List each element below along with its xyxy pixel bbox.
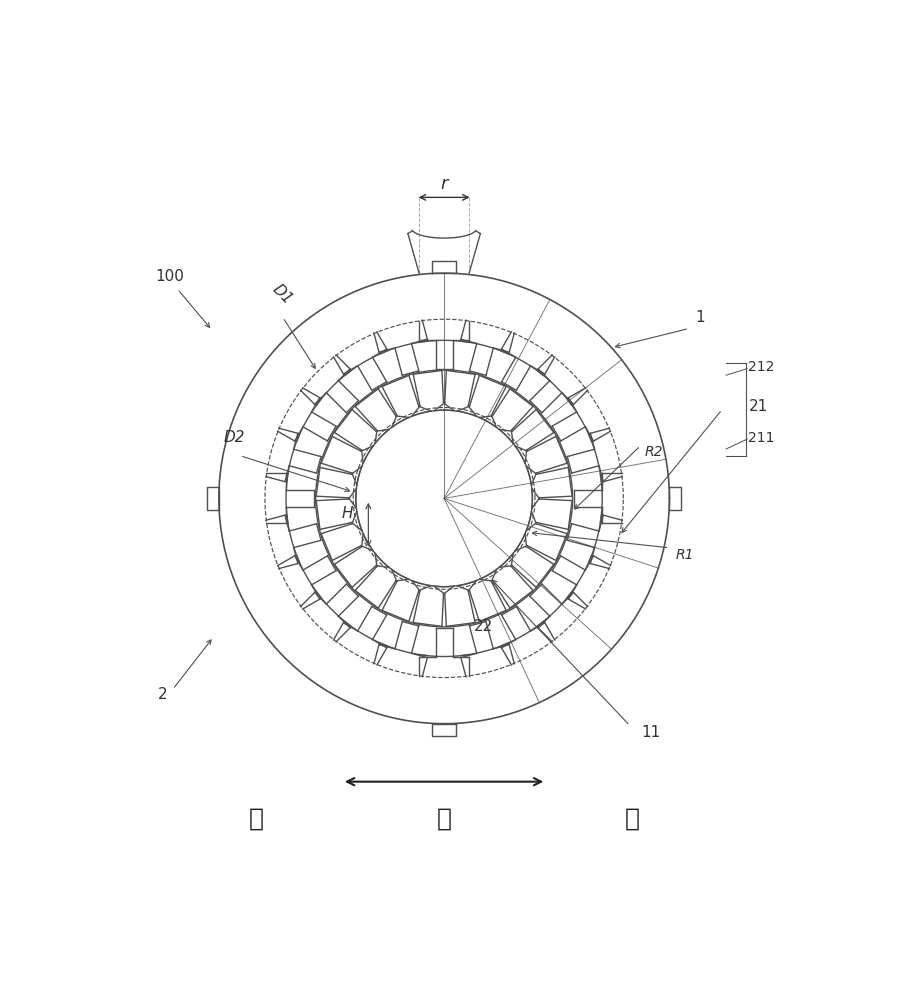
Text: 212: 212 <box>748 360 775 374</box>
Text: 内: 内 <box>437 807 452 831</box>
Text: D2: D2 <box>223 430 245 445</box>
Text: 21: 21 <box>749 399 768 414</box>
Text: 211: 211 <box>748 431 775 445</box>
Text: R1: R1 <box>676 548 695 562</box>
Text: 2: 2 <box>158 687 167 702</box>
Text: 100: 100 <box>155 269 185 284</box>
Text: D1: D1 <box>270 281 296 307</box>
Text: 外: 外 <box>624 807 639 831</box>
Text: 22: 22 <box>474 619 493 634</box>
Text: 1: 1 <box>696 310 705 325</box>
Text: H: H <box>342 506 353 521</box>
Text: 11: 11 <box>642 725 661 740</box>
Text: 外: 外 <box>249 807 263 831</box>
Text: r: r <box>441 175 448 193</box>
Text: R2: R2 <box>645 445 664 459</box>
